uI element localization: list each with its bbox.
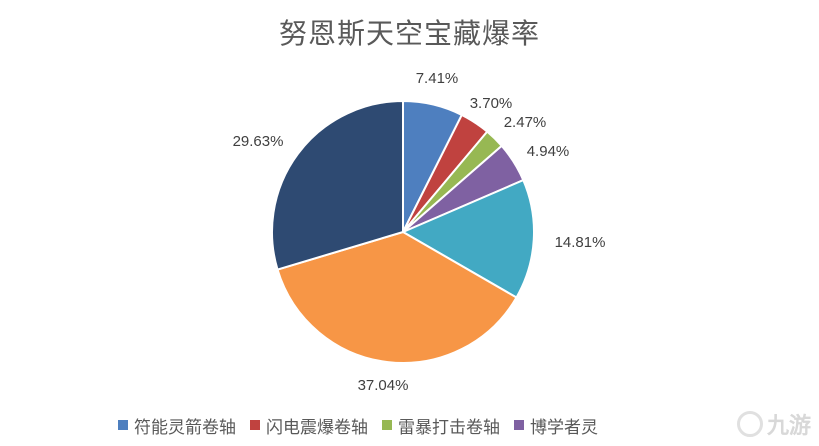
slice-label-4: 4.94% [527, 143, 570, 160]
legend-label-1: 符能灵箭卷轴 [134, 417, 236, 438]
slice-label-7: 29.63% [233, 133, 284, 150]
watermark-text: 九游 [766, 414, 811, 439]
slice-label-6: 37.04% [358, 377, 409, 394]
watermark-logo-icon [736, 411, 763, 437]
legend-label-4: 博学者灵 [530, 417, 598, 438]
chart-legend: 符能灵箭卷轴 闪电震爆卷轴 雷暴打击卷轴 博学者灵 [118, 411, 612, 439]
slice-label-2: 3.70% [470, 95, 513, 112]
legend-swatch-3 [382, 420, 392, 430]
legend-item-1: 符能灵箭卷轴 [118, 413, 236, 438]
legend-item-2: 闪电震爆卷轴 [250, 413, 368, 438]
pie-slice-7 [271, 99, 404, 271]
legend-swatch-4 [514, 420, 524, 430]
legend-label-3: 雷暴打击卷轴 [398, 417, 500, 438]
slice-label-1: 7.41% [416, 70, 459, 87]
legend-swatch-1 [118, 420, 128, 430]
legend-swatch-2 [250, 420, 260, 430]
chart-title: 努恩斯天空宝藏爆率 [278, 17, 540, 50]
pie-slice-6 [276, 230, 518, 364]
watermark: 九游 [736, 408, 811, 440]
slice-label-3: 2.47% [504, 114, 547, 131]
legend-label-2: 闪电震爆卷轴 [266, 417, 368, 438]
legend-item-3: 雷暴打击卷轴 [382, 413, 500, 438]
pie-slice-5 [400, 178, 535, 299]
legend-item-4: 博学者灵 [514, 413, 598, 438]
slice-label-5: 14.81% [555, 234, 606, 251]
